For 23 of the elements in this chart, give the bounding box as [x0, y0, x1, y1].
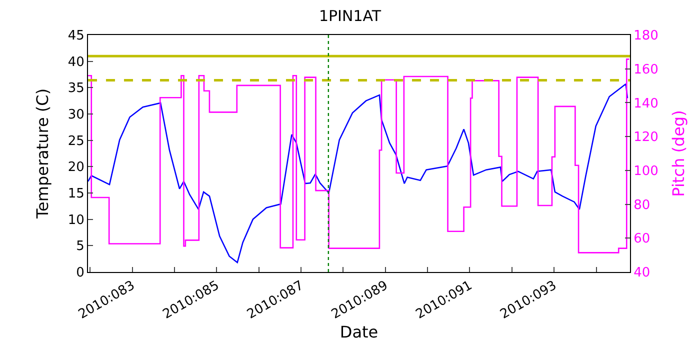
y-tick-label: 0	[76, 266, 84, 281]
y2-tick-label: 100	[634, 164, 658, 179]
y-tick-label: 20	[68, 160, 84, 176]
y2-tick-label: 120	[634, 130, 658, 146]
y-tick-label: 15	[68, 186, 84, 202]
y-tick-label: 5	[76, 239, 84, 254]
y2-tick-label: 60	[634, 232, 650, 247]
y-axis-title: Temperature (C)	[32, 88, 52, 220]
chart-title: 1PIN1AT	[318, 7, 382, 25]
line-series	[88, 83, 628, 264]
y2-tick-label: 160	[634, 62, 658, 78]
y-tick-label: 45	[68, 28, 84, 44]
y-tick-label: 40	[68, 54, 84, 70]
y2-tick-label: 180	[634, 28, 658, 44]
y2-tick-label: 80	[634, 198, 650, 213]
y-tick-label: 30	[68, 108, 84, 123]
y2-axis-title: Pitch (deg)	[669, 110, 688, 197]
x-axis-title: Date	[340, 322, 378, 342]
y2-tick-label: 140	[634, 96, 658, 112]
y-tick-label: 25	[68, 134, 84, 149]
y-tick-label: 35	[68, 81, 84, 96]
y-tick-label: 10	[68, 212, 84, 228]
y2-tick-label: 40	[634, 266, 650, 281]
